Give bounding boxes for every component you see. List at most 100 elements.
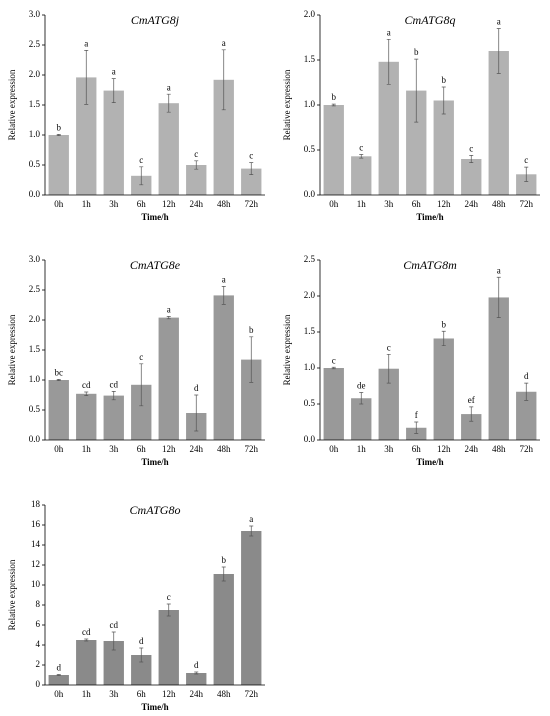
bar [378,368,399,440]
error-bar [111,391,116,401]
significance-letter: b [414,47,419,57]
error-bar [56,134,61,136]
y-tick-label: 0.0 [29,434,41,444]
y-axis-label: Relative expression [7,69,17,140]
error-bar [111,631,116,651]
y-tick-label: 1.5 [29,344,41,354]
error-bar [441,330,446,347]
y-tick-label: 14 [31,539,41,549]
x-axis-label: Time/h [416,457,443,467]
x-tick-label: 72h [520,199,534,209]
x-tick-label: 0h [54,199,64,209]
y-tick-label: 16 [31,519,41,529]
x-axis-label: Time/h [141,702,168,712]
significance-letter: a [222,38,226,48]
y-tick-label: 2.0 [29,69,41,79]
y-tick-label: 2.5 [29,284,41,294]
significance-letter: c [139,155,143,165]
x-axis-label: Time/h [141,212,168,222]
bar [516,174,537,195]
y-tick-label: 6 [36,619,41,629]
bar [76,640,97,685]
error-bar [414,421,419,434]
significance-letter: a [497,265,501,275]
error-bar [414,58,419,123]
bar [103,90,124,195]
x-tick-label: 3h [384,444,394,454]
chart-title: CmATG8e [130,258,181,272]
significance-letter: cd [82,380,91,390]
significance-letter: c [167,592,171,602]
axes [44,15,265,196]
x-tick-label: 3h [109,199,119,209]
x-tick-label: 72h [245,444,259,454]
significance-letter: d [57,663,62,673]
bar [323,105,344,195]
error-bar [331,103,336,107]
y-tick-label: 1.5 [304,326,316,336]
significance-letter: a [112,67,116,77]
x-tick-label: 0h [54,689,64,699]
error-bar [386,38,391,85]
x-tick-label: 1h [82,444,92,454]
significance-letter: c [524,155,528,165]
y-tick-label: 1.0 [304,99,316,109]
y-axis-label: Relative expression [282,314,292,385]
bar [461,414,482,440]
bar [103,395,124,440]
y-tick-label: 1.5 [29,99,41,109]
error-bar [56,379,61,381]
error-bar [524,166,529,182]
error-bar [221,566,226,582]
x-tick-label: 0h [54,444,64,454]
x-tick-label: 24h [190,199,204,209]
x-tick-label: 48h [492,199,506,209]
x-tick-label: 12h [437,199,451,209]
chart-title: CmATG8j [131,13,180,27]
significance-letter: a [222,274,226,284]
x-tick-label: 24h [190,444,204,454]
significance-letter: b [332,92,337,102]
error-bar [139,363,144,407]
error-bar [111,78,116,103]
error-bar [194,671,199,675]
bar [241,168,262,195]
x-tick-label: 6h [412,199,422,209]
x-axis-label: Time/h [141,457,168,467]
y-axis-label: Relative expression [282,69,292,140]
bar [213,295,234,440]
bar [158,610,179,685]
significance-letter: c [139,352,143,362]
x-tick-label: 72h [520,444,534,454]
chart-title: CmATG8o [130,503,181,517]
error-bar [249,162,254,175]
x-tick-label: 24h [190,689,204,699]
significance-letter: a [387,27,391,37]
bar [406,427,427,440]
x-tick-label: 3h [109,689,119,699]
bar [48,135,69,195]
axes [44,505,265,686]
chart-title: CmATG8m [403,258,457,272]
bar [131,655,152,685]
significance-letter: c [469,143,473,153]
x-tick-label: 48h [217,199,231,209]
x-tick-label: 3h [109,444,119,454]
error-bar [166,316,171,320]
y-tick-label: 0 [36,679,41,689]
significance-letter: b [249,325,254,335]
error-bar [249,525,254,537]
significance-letter: d [524,371,529,381]
bar [378,61,399,195]
x-tick-label: 24h [465,199,479,209]
significance-letter: b [57,122,62,132]
bar [351,398,372,440]
axes [319,260,540,441]
y-tick-label: 2.5 [304,254,316,264]
x-tick-label: 6h [412,444,422,454]
x-tick-label: 1h [82,689,92,699]
bar [48,380,69,440]
x-tick-label: 48h [217,444,231,454]
axes [44,260,265,441]
